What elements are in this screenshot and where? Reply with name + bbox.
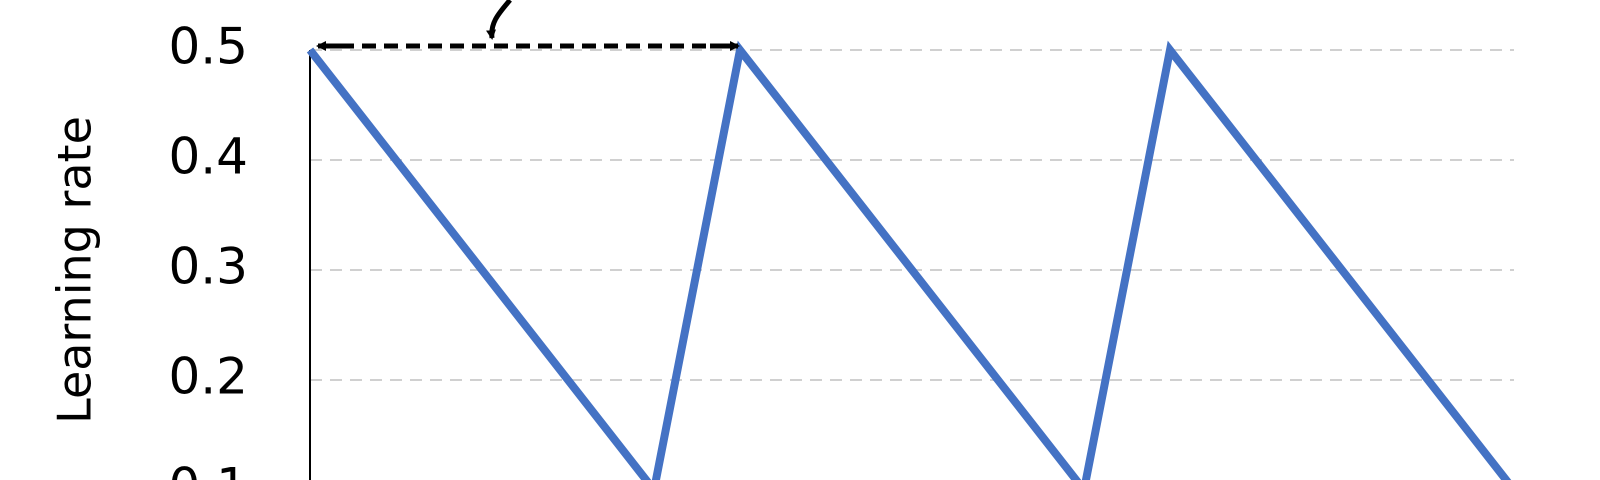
y-tick-label: 0.1 [168,458,248,480]
y-axis-title: Learning rate [48,116,102,424]
period-annotation [316,0,740,51]
line-series [306,40,1512,480]
pointer-arrow [486,0,512,40]
y-tick-label: 0.3 [168,238,248,296]
y-tick-label: 0.4 [168,128,248,186]
plot-area [306,40,1512,480]
y-tick-label: 0.5 [168,18,248,76]
y-tick-label: 0.2 [168,348,248,406]
grid [310,49,1514,381]
